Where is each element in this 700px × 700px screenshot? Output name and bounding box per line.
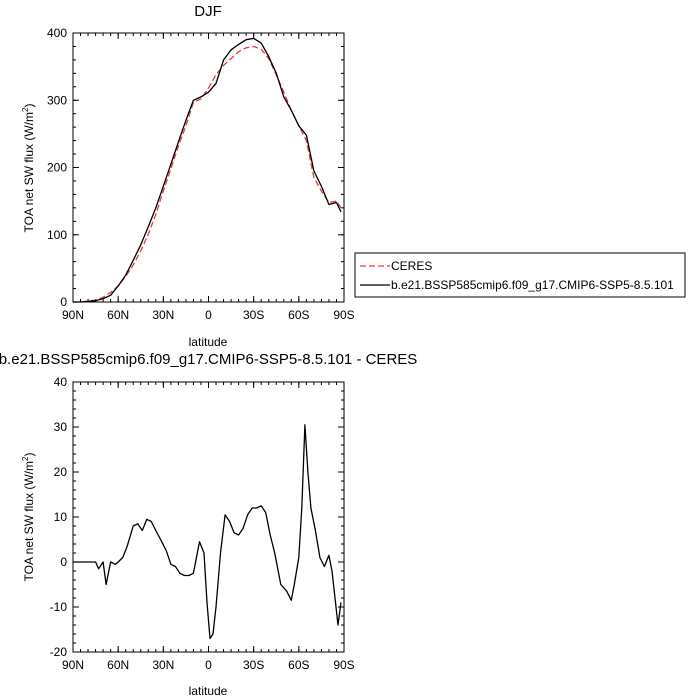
bottom-x-tick-label: 30S — [243, 658, 264, 672]
top-x-tick-label: 60S — [288, 308, 309, 322]
bottom-x-tick-label: 90S — [333, 658, 354, 672]
top-x-tick-label: 0 — [205, 308, 212, 322]
top-plot-frame — [72, 32, 345, 303]
top-y-axis-label-superscript: 2 — [21, 107, 30, 112]
top-plot-series — [73, 37, 342, 303]
bottom-y-tick-label: 30 — [54, 420, 68, 434]
legend-label-ceres: CERES — [391, 259, 432, 273]
bottom-x-tick-label: 0 — [205, 658, 212, 672]
bottom-y-axis-label-main: TOA net SW flux (W/m — [22, 461, 36, 581]
bottom-series-line-0 — [73, 424, 342, 640]
bottom-y-tick-label: 40 — [54, 375, 68, 389]
bottom-chart-title: b.e21.BSSP585cmip6.f09_g17.CMIP6-SSP5-8.… — [0, 351, 417, 368]
top-y-tick-label: 400 — [47, 26, 67, 40]
top-x-tick-label: 60N — [107, 308, 129, 322]
top-y-axis-label-main: TOA net SW flux (W/m — [22, 112, 36, 232]
top-y-tick-label: 100 — [47, 228, 67, 242]
bottom-x-tick-label: 30N — [152, 658, 174, 672]
bottom-plot-frame — [72, 381, 345, 653]
top-panel: DJF 90N 60N 30N 0 30S 60S 90S 0 100 200 300 400 lat… — [21, 3, 355, 349]
bottom-x-tick-label: 60N — [107, 658, 129, 672]
bottom-y-axis-label: TOA net SW flux (W/m2) — [21, 453, 36, 582]
bottom-plot-series — [73, 424, 342, 640]
top-chart-title: DJF — [194, 3, 222, 20]
top-series-line-1 — [73, 37, 342, 303]
bottom-y-axis-label-superscript: 2 — [21, 456, 30, 461]
bottom-y-tick-label: 20 — [54, 465, 68, 479]
top-y-tick-label: 0 — [60, 295, 67, 309]
bottom-y-tick-label: 10 — [54, 510, 68, 524]
bottom-y-tick-label: -20 — [50, 645, 68, 659]
legend: CERES b.e21.BSSP585cmip6.f09_g17.CMIP6-S… — [354, 252, 686, 298]
top-y-tick-label: 300 — [47, 93, 67, 107]
legend-label-model: b.e21.BSSP585cmip6.f09_g17.CMIP6-SSP5-8.… — [391, 278, 674, 292]
bottom-y-axis-label-close: ) — [22, 453, 36, 457]
top-x-tick-label: 30S — [243, 308, 264, 322]
bottom-x-tick-label: 60S — [288, 658, 309, 672]
top-y-axis-label-close: ) — [22, 104, 36, 108]
bottom-x-tick-label: 90N — [62, 658, 84, 672]
top-x-axis-label: latitude — [189, 335, 228, 349]
top-y-axis-label: TOA net SW flux (W/m2) — [21, 104, 36, 233]
bottom-x-axis-label: latitude — [189, 684, 228, 698]
top-series-line-0 — [73, 45, 342, 303]
legend-box — [354, 252, 686, 298]
top-y-tick-label: 200 — [47, 161, 67, 175]
top-x-tick-label: 30N — [152, 308, 174, 322]
bottom-axis-ticks: 90N 60N 30N 0 30S 60S 90S -20 -10 0 10 20 30 40 — [50, 375, 355, 672]
top-x-tick-label: 90S — [333, 308, 354, 322]
bottom-panel: b.e21.BSSP585cmip6.f09_g17.CMIP6-SSP5-8.… — [0, 351, 417, 698]
bottom-y-tick-label: -10 — [50, 600, 68, 614]
bottom-y-tick-label: 0 — [60, 555, 67, 569]
top-x-tick-label: 90N — [62, 308, 84, 322]
top-axis-ticks: 90N 60N 30N 0 30S 60S 90S 0 100 200 300 400 — [47, 26, 355, 322]
